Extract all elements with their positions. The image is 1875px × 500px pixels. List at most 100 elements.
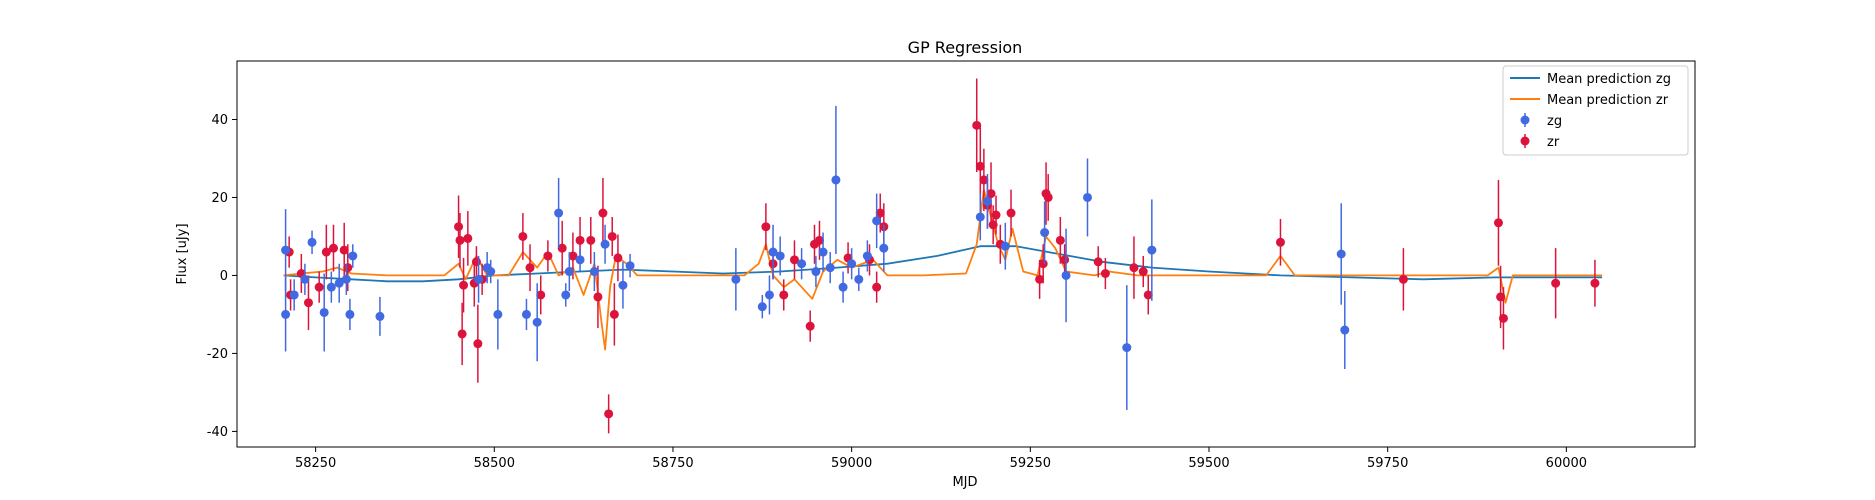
y-tick-label: 0 [220, 269, 228, 284]
marker-zr [536, 290, 546, 300]
data-point-zr [1100, 257, 1110, 290]
marker-zr [473, 339, 483, 349]
marker-zg [625, 261, 635, 271]
data-point-zg [872, 193, 882, 249]
x-tick-label: 58750 [652, 456, 693, 471]
marker-zr [1043, 192, 1053, 202]
marker-zg [1340, 325, 1350, 335]
marker-zg [319, 307, 329, 317]
marker-zr [779, 290, 789, 300]
data-point-zr [1498, 287, 1508, 350]
data-point-zr [991, 195, 1001, 235]
legend-box [1502, 65, 1689, 156]
data-point-zg [281, 277, 291, 352]
data-point-zr [303, 275, 313, 331]
data-point-zr [459, 257, 469, 313]
x-tick-label: 59500 [1188, 456, 1229, 471]
data-point-zg [811, 255, 821, 288]
y-tick-label: 20 [211, 191, 228, 206]
marker-zr [575, 235, 585, 245]
marker-zg [289, 290, 299, 300]
data-point-zr [613, 234, 623, 282]
marker-zg [589, 267, 599, 277]
data-point-zr [1398, 248, 1408, 311]
data-point-zr [557, 220, 567, 276]
data-point-zg [319, 273, 329, 352]
marker-zr [1035, 274, 1045, 284]
marker-zr [1038, 259, 1048, 269]
marker-zr [1498, 313, 1508, 323]
marker-zg [486, 267, 496, 277]
marker-zg [345, 309, 355, 319]
data-point-zg [768, 224, 778, 280]
marker-zr [459, 280, 469, 290]
marker-zr [761, 222, 771, 232]
marker-zr [457, 329, 467, 339]
data-point-zr [1129, 236, 1139, 299]
marker-zr [339, 245, 349, 255]
marker-zg [1122, 343, 1132, 353]
marker-zg [341, 274, 351, 284]
series-line-mean-prediction-zg [283, 245, 1603, 283]
data-point-zg [838, 271, 848, 303]
marker-zg [982, 196, 992, 206]
marker-zg [847, 259, 857, 269]
data-point-zr [805, 310, 815, 342]
data-point-zg [521, 298, 531, 331]
x-tick-label: 58250 [295, 456, 336, 471]
data-point-zr [1275, 218, 1285, 266]
data-point-zg [326, 271, 336, 303]
data-point-zr [1055, 216, 1065, 264]
x-tick-label: 60000 [1546, 456, 1587, 471]
marker-zg [493, 309, 503, 319]
data-point-zg [1083, 158, 1092, 237]
data-point-zr [536, 275, 546, 315]
marker-zr [586, 235, 596, 245]
data-point-zr [598, 177, 608, 249]
marker-zr [604, 409, 614, 419]
plot-area [237, 61, 1695, 447]
marker-zg [811, 267, 821, 277]
data-point-zr [872, 271, 882, 303]
marker-zr [557, 243, 567, 253]
marker-zg [831, 175, 841, 185]
data-point-zg [1147, 199, 1157, 301]
marker-zg [326, 282, 336, 292]
marker-zr [568, 251, 578, 261]
data-point-zg [1336, 203, 1346, 305]
data-point-zr [1060, 244, 1070, 276]
marker-zr [972, 120, 982, 130]
data-point-zg [831, 105, 841, 254]
data-point-zg [1122, 285, 1132, 410]
marker-zg [281, 309, 291, 319]
legend-label-zr-line: Mean prediction zr [1547, 93, 1669, 108]
data-point-zg [975, 193, 985, 241]
data-point-zg [1340, 291, 1350, 370]
data-point-zr [986, 162, 996, 225]
data-point-zg [879, 224, 889, 272]
marker-zr [1100, 268, 1110, 278]
legend: Mean prediction zg Mean prediction zr zg… [1502, 65, 1689, 156]
x-tick-label: 59250 [1010, 456, 1051, 471]
data-point-zr [543, 240, 553, 272]
marker-zr [1055, 235, 1065, 245]
data-point-zg [474, 255, 484, 303]
marker-zg [618, 280, 628, 290]
chart-title: GP Regression [908, 38, 1023, 57]
marker-zr [1398, 274, 1408, 284]
marker-zg [600, 239, 610, 249]
x-tick-label: 58500 [474, 456, 515, 471]
data-point-zg [618, 261, 628, 309]
marker-zr [609, 309, 619, 319]
marker-zg [818, 247, 828, 257]
data-point-zr [328, 224, 338, 272]
legend-swatch-zr-points [1520, 134, 1530, 148]
marker-zg [564, 267, 574, 277]
data-point-zg [289, 279, 299, 311]
data-point-zg [731, 248, 741, 311]
marker-zr [1551, 278, 1561, 288]
data-point-zr [1093, 246, 1103, 278]
data-point-zg [818, 232, 828, 272]
data-point-zr [586, 216, 596, 264]
marker-zg [1061, 270, 1071, 280]
